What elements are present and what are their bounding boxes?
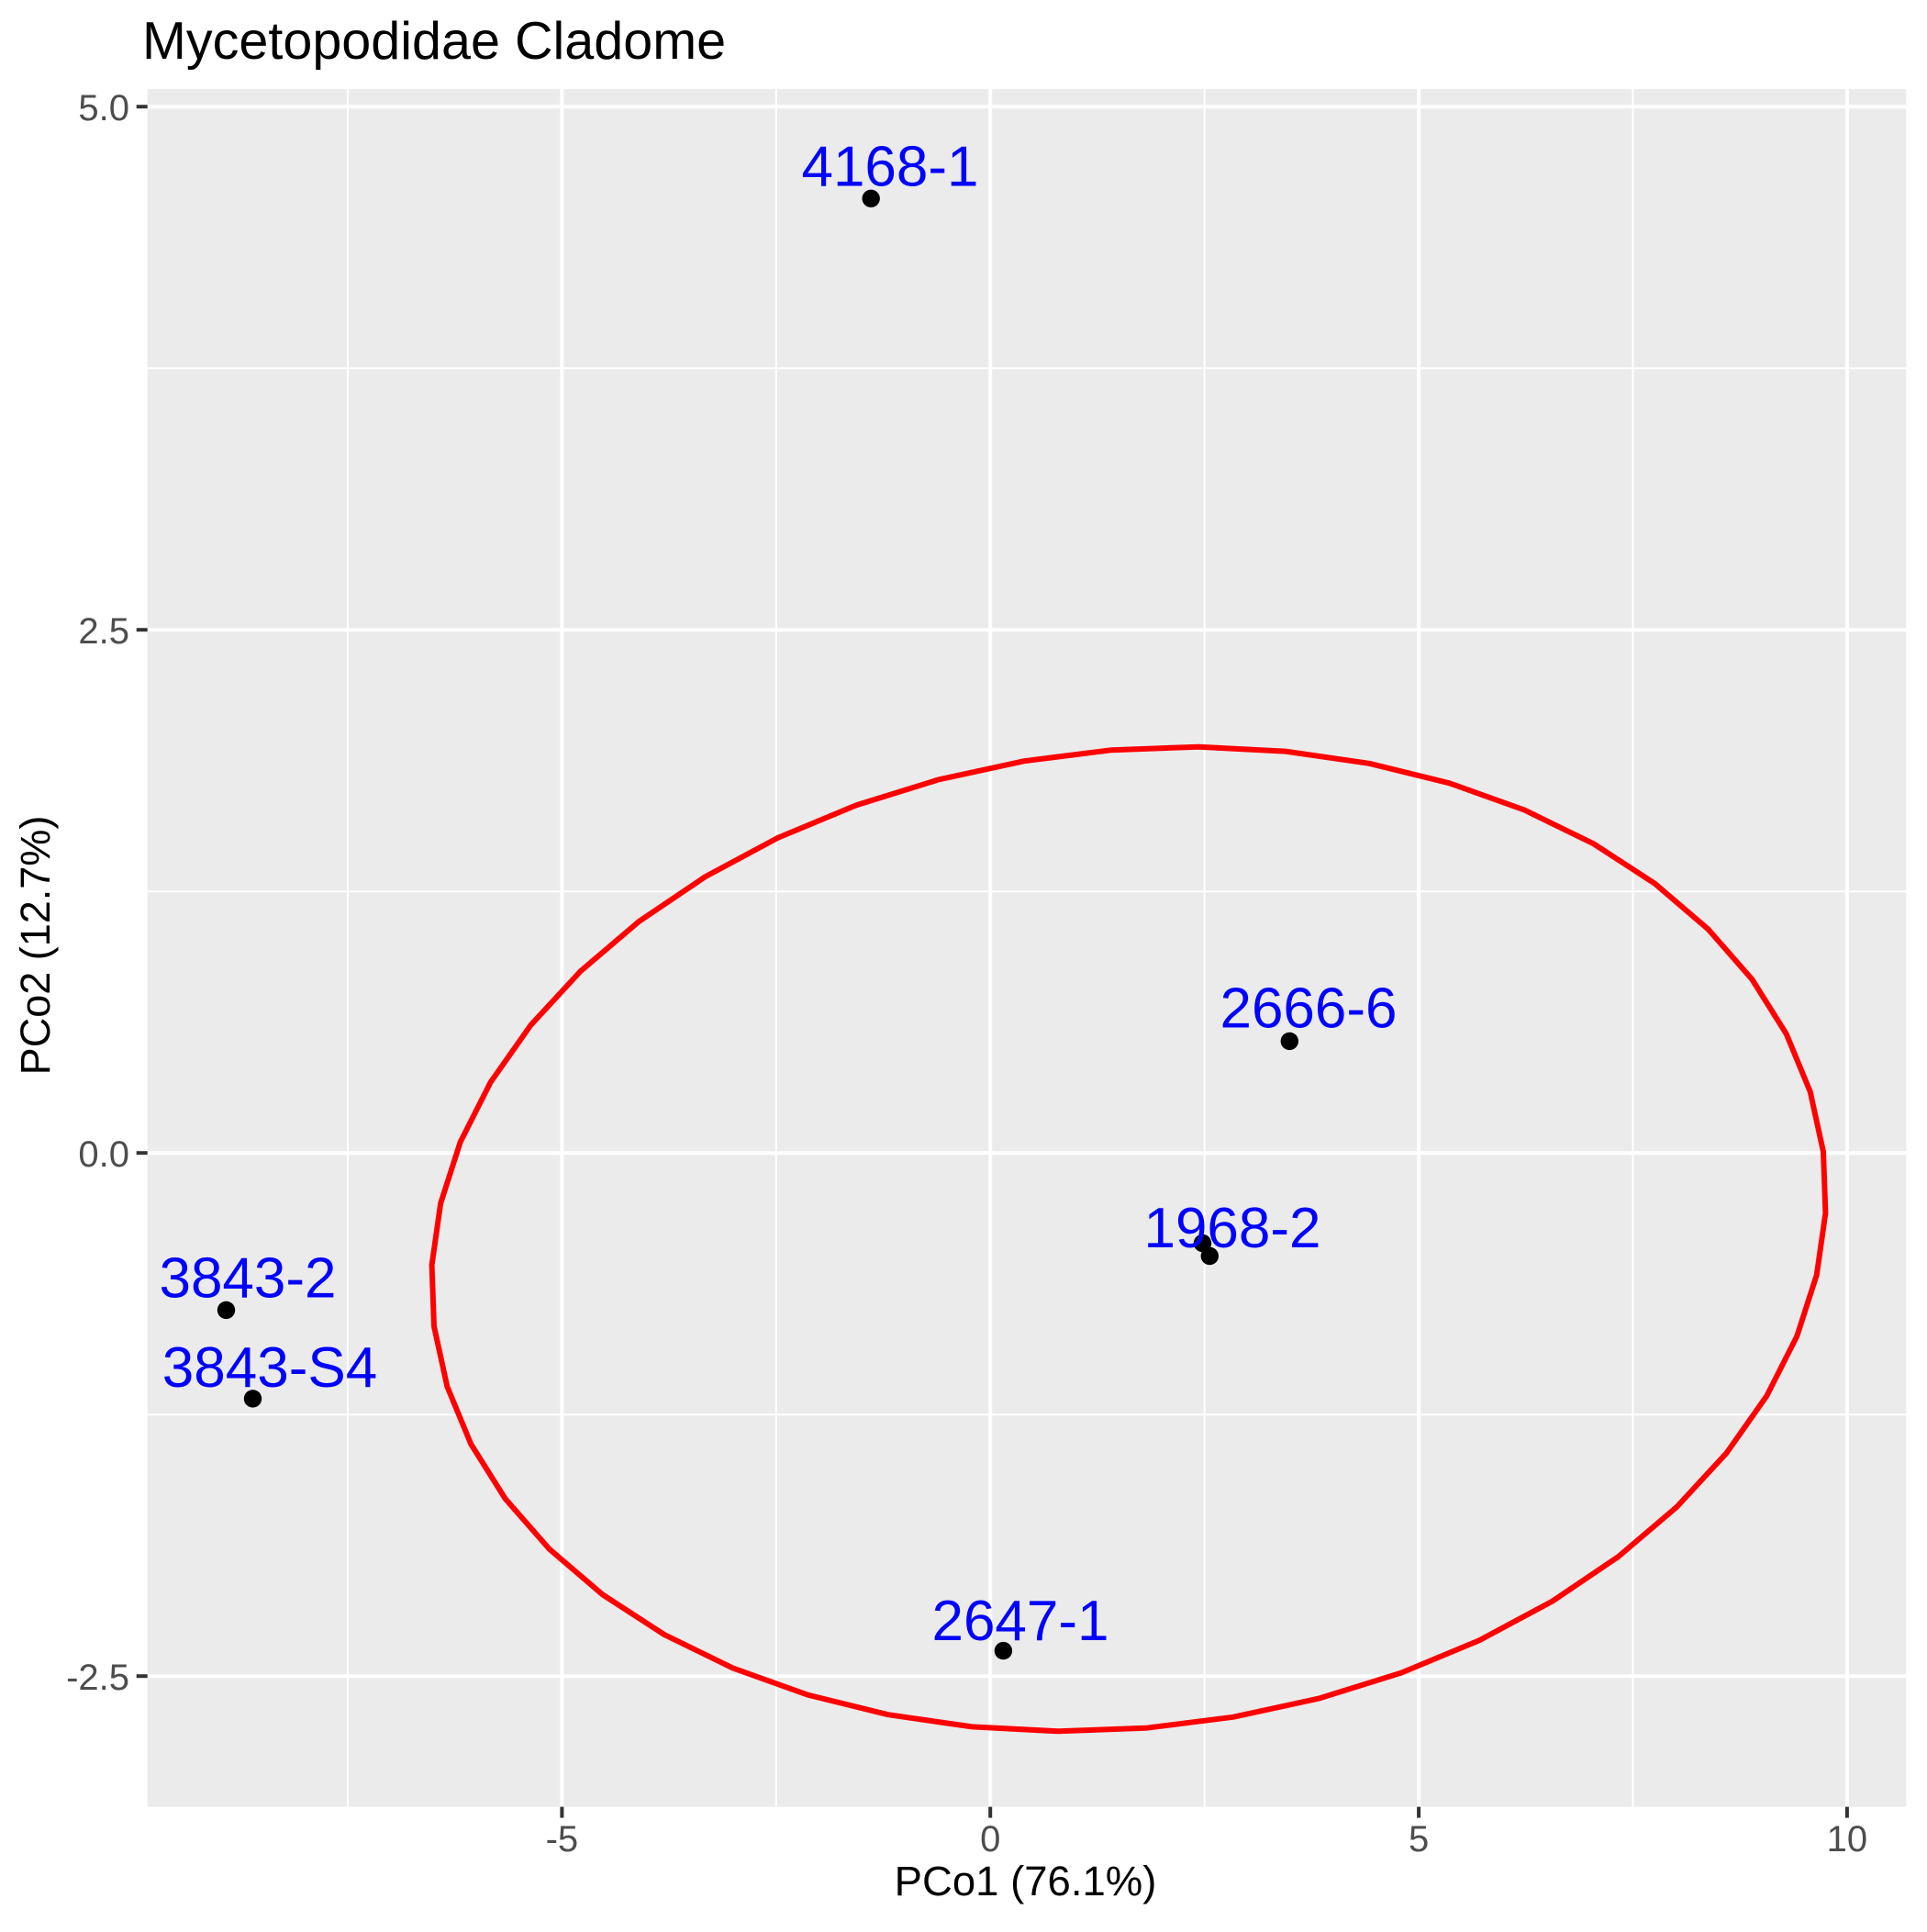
- svg-text:Mycetopodidae Cladome: Mycetopodidae Cladome: [142, 12, 726, 71]
- svg-text:1968-2: 1968-2: [1143, 1197, 1320, 1260]
- svg-text:-5: -5: [546, 1819, 579, 1859]
- svg-text:3843-S4: 3843-S4: [162, 1336, 377, 1400]
- svg-text:PCo2 (12.7%): PCo2 (12.7%): [12, 816, 59, 1076]
- svg-text:2666-6: 2666-6: [1220, 977, 1397, 1041]
- svg-text:0.0: 0.0: [78, 1134, 129, 1175]
- svg-text:5: 5: [1409, 1819, 1429, 1859]
- svg-text:PCo1 (76.1%): PCo1 (76.1%): [895, 1858, 1157, 1904]
- svg-text:10: 10: [1827, 1819, 1868, 1859]
- svg-text:0: 0: [980, 1819, 1000, 1859]
- svg-text:3843-2: 3843-2: [159, 1247, 336, 1311]
- svg-text:2.5: 2.5: [78, 611, 129, 652]
- svg-text:2647-1: 2647-1: [931, 1590, 1108, 1653]
- svg-text:4168-1: 4168-1: [801, 135, 978, 198]
- svg-text:-2.5: -2.5: [66, 1658, 129, 1698]
- svg-text:5.0: 5.0: [78, 88, 129, 128]
